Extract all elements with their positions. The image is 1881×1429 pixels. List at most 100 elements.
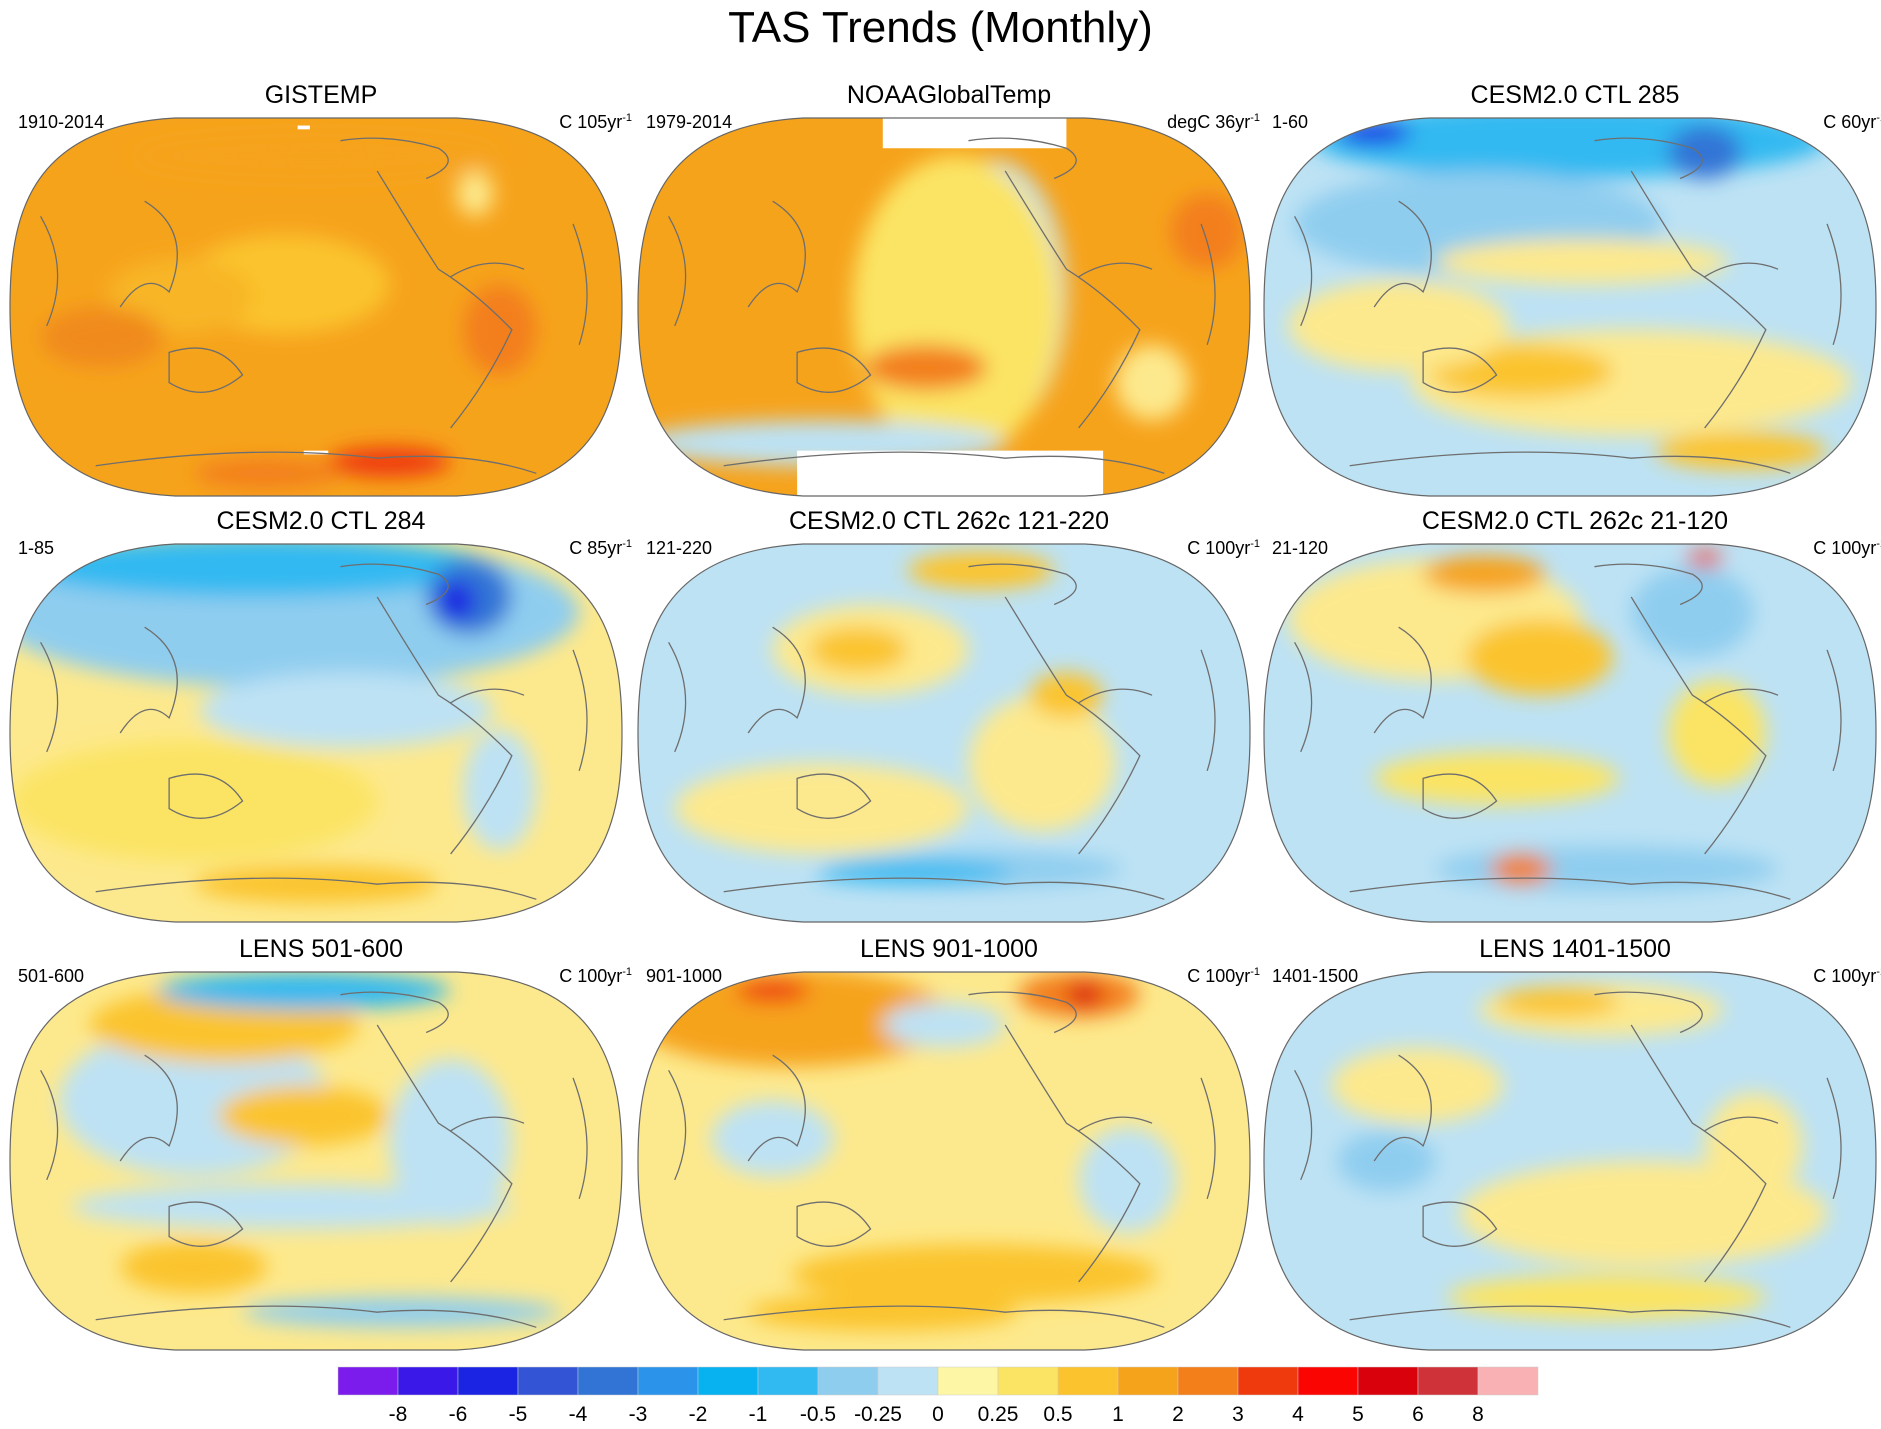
trend-region (10, 740, 378, 862)
trend-region (1337, 121, 1411, 145)
trend-region (462, 284, 537, 376)
trend-region (199, 672, 494, 749)
colorbar-tick-label: 6 (1412, 1403, 1424, 1426)
trend-region (864, 344, 987, 391)
colorbar-swatch (1357, 1366, 1419, 1396)
trend-region (193, 865, 439, 904)
trend-region (328, 446, 451, 478)
coastlines (1294, 137, 1842, 474)
trend-region (389, 1058, 512, 1226)
panel-units: C 100yr-1 (1813, 538, 1881, 558)
colorbar-swatch (1237, 1366, 1299, 1396)
trend-region (674, 763, 969, 854)
trend-region (852, 155, 1061, 459)
map-panel: CESM2.0 CTL 262c 121-220 121-220 C 100yr-1 (636, 506, 1262, 926)
missing-data (797, 450, 1104, 496)
map-panel: LENS 501-600 501-600 C 100yr-1 (8, 934, 634, 1354)
panel-title: LENS 901-1000 (860, 935, 1038, 963)
trend-region (1288, 280, 1509, 372)
panel-period: 21-120 (1272, 538, 1329, 558)
colorbar-tick-label: 3 (1232, 1403, 1244, 1426)
coastlines (40, 137, 588, 474)
map-panel: LENS 1401-1500 1401-1500 C 100yr-1 (1262, 934, 1881, 1354)
map-outline (637, 971, 1251, 1351)
colorbar-swatch (757, 1366, 819, 1396)
panel-units: C 100yr-1 (1813, 966, 1881, 986)
panel-period: 1979-2014 (646, 112, 733, 132)
colorbar-swatch (517, 1366, 579, 1396)
panel-title: GISTEMP (264, 81, 378, 109)
robinson-map (637, 971, 1251, 1351)
map-outline (9, 971, 623, 1351)
colorbar-swatch (577, 1366, 639, 1396)
trend-region (1423, 555, 1546, 594)
colorbar-tick-label: 1 (1112, 1403, 1124, 1426)
robinson-map (9, 543, 623, 923)
colorbar-swatch (1177, 1366, 1239, 1396)
panel-units: C 100yr-1 (1187, 966, 1260, 986)
trend-region (1465, 619, 1613, 696)
panel-title: LENS 1401-1500 (1479, 935, 1671, 963)
colorbar-swatch (997, 1366, 1059, 1396)
panel-period: 1-85 (18, 538, 55, 558)
coastlines (668, 563, 1216, 900)
map-panel: LENS 901-1000 901-1000 C 100yr-1 (636, 934, 1262, 1354)
colorbar-tick-label: -0.5 (800, 1403, 836, 1426)
trend-region (735, 979, 810, 1003)
colorbar-swatch (1057, 1366, 1119, 1396)
colorbar-swatch (1417, 1366, 1479, 1396)
trend-region (156, 972, 451, 1010)
colorbar-swatch (637, 1366, 699, 1396)
robinson-map (637, 543, 1251, 923)
trend-region (1667, 125, 1742, 179)
trend-region (1374, 751, 1619, 805)
colorbar-swatch (1297, 1366, 1359, 1396)
colorbar-tick-label: 0.25 (978, 1403, 1019, 1426)
coastlines (668, 991, 1216, 1328)
colorbar: -8 -6 -5 -4 -3 -2 -1 -0.5 -0.25 0 0.25 0.5 1 2 3 4 5 6 8 (337, 1366, 1539, 1426)
coastlines (40, 991, 588, 1328)
coastlines (40, 563, 588, 900)
trend-region (1078, 1126, 1177, 1233)
robinson-map (637, 117, 1251, 497)
trend-region (1331, 1047, 1503, 1124)
trend-region (1667, 680, 1766, 786)
colorbar-tick-label: -1 (749, 1403, 768, 1426)
trend-region (1631, 566, 1754, 658)
panel-units: C 85yr-1 (569, 538, 632, 558)
trend-region (462, 729, 537, 851)
trend-region (1704, 1092, 1803, 1199)
panel-period: 1-60 (1272, 112, 1309, 132)
trend-region (791, 1244, 1159, 1305)
panel-title: NOAAGlobalTemp (846, 81, 1052, 109)
colorbar-tick-label: 8 (1472, 1403, 1484, 1426)
trend-region (1115, 344, 1189, 421)
colorbar-tick-label: -8 (389, 1403, 408, 1426)
coastlines (1294, 991, 1842, 1328)
colorbar-tick-label: 0 (932, 1403, 944, 1426)
coastlines (668, 137, 1216, 474)
trend-region (71, 1183, 512, 1230)
panel-title: CESM2.0 CTL 262c 121-220 (788, 507, 1110, 535)
colorbar-swatch (1477, 1366, 1539, 1396)
colorbar-tick-label: -4 (569, 1403, 588, 1426)
map-panel: CESM2.0 CTL 285 1-60 C 60yr-1 (1262, 80, 1881, 500)
trend-region (438, 581, 476, 620)
trend-region (1447, 1274, 1766, 1320)
trend-region (748, 1293, 1018, 1332)
colorbar-tick-label: 5 (1352, 1403, 1364, 1426)
panel-units: degC 36yr-1 (1167, 112, 1260, 132)
missing-data (297, 125, 310, 130)
trend-region (1337, 1130, 1436, 1192)
trend-region (1170, 193, 1244, 270)
map-panel: NOAAGlobalTemp 1979-2014 degC 36yr-1 (636, 80, 1262, 500)
trend-region (809, 627, 908, 673)
map-panel: CESM2.0 CTL 262c 21-120 21-120 C 100yr-1 (1262, 506, 1881, 926)
colorbar-swatch (1117, 1366, 1179, 1396)
map-outline (1263, 971, 1877, 1351)
map-outline (1263, 117, 1877, 497)
map-panel: GISTEMP 1910-2014 C 105yr-1 (8, 80, 634, 500)
colorbar-tick-label: -5 (509, 1403, 528, 1426)
trend-region (1686, 551, 1723, 567)
panel-period: 501-600 (18, 966, 85, 986)
